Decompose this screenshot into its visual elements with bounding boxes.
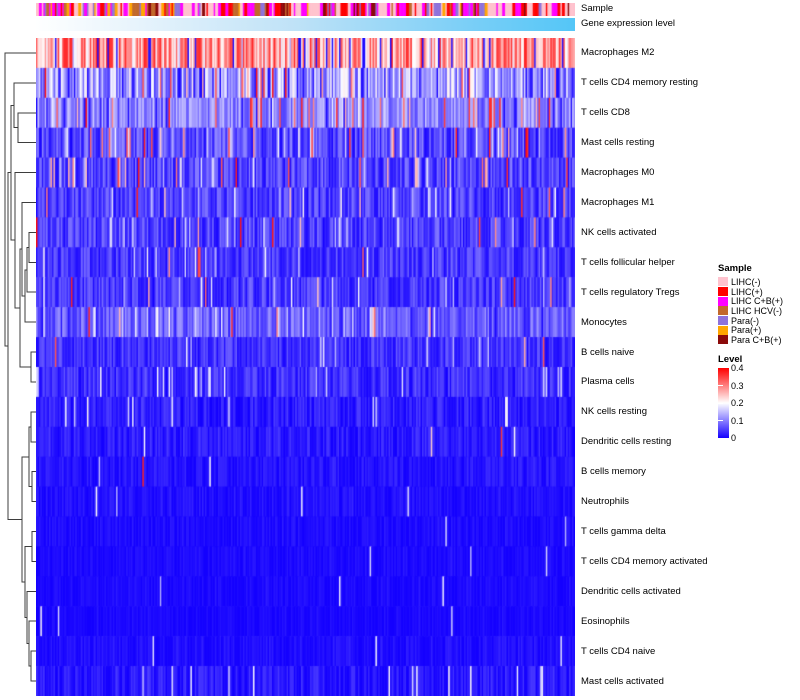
row-label: Macrophages M1 — [581, 196, 655, 208]
row-label: Neutrophils — [581, 496, 630, 508]
level-tick-label: 0 — [731, 433, 737, 444]
legend-entry-label: LIHC(-) — [731, 276, 761, 287]
legend-swatch — [718, 306, 728, 316]
level-tick-label: 0.4 — [731, 363, 744, 374]
row-label: T cells gamma delta — [581, 525, 666, 537]
legend-swatch — [718, 287, 728, 297]
row-label: T cells CD8 — [581, 107, 630, 119]
level-tick-label: 0.3 — [731, 380, 744, 391]
legend-sample-title: Sample — [718, 263, 752, 274]
row-label: Mast cells resting — [581, 137, 655, 149]
legend-sample-entry: LIHC C+B(+) — [718, 296, 800, 306]
row-label: B cells naive — [581, 346, 635, 358]
legend-entry-label: Para C+B(+) — [731, 334, 782, 345]
heatmap-canvas — [36, 38, 575, 696]
legend-sample-entries: LIHC(-) LIHC(+) LIHC C+B(+) LIHC HCV(-) Para… — [718, 277, 800, 345]
legend: Sample LIHC(-) LIHC(+) LIHC C+B(+) LIHC HCV… — [718, 263, 800, 444]
legend-swatch — [718, 277, 728, 287]
legend-sample-entry: Para C+B(+) — [718, 335, 800, 345]
legend-level-block: Level 0.4 0.3 0.2 0.1 0 — [718, 353, 800, 444]
row-dendrogram — [4, 52, 36, 682]
legend-swatch — [718, 296, 728, 306]
row-label: T cells CD4 memory activated — [581, 555, 708, 567]
row-label: Plasma cells — [581, 376, 635, 388]
row-label: Dendritic cells activated — [581, 585, 681, 597]
legend-entry-label: LIHC(+) — [731, 286, 763, 297]
level-tickmark — [718, 385, 723, 387]
row-label: T cells CD4 naive — [581, 645, 656, 657]
legend-entry-label: LIHC C+B(+) — [731, 296, 784, 307]
row-label: Macrophages M2 — [581, 47, 655, 59]
row-label: T cells CD4 memory resting — [581, 77, 699, 89]
row-label: Eosinophils — [581, 615, 630, 627]
legend-entry-label: Para(-) — [731, 315, 760, 326]
legend-sample-entry: Para(+) — [718, 325, 800, 335]
legend-entry-label: Para(+) — [731, 325, 762, 336]
level-tickmark — [718, 402, 723, 404]
row-label: Macrophages M0 — [581, 167, 655, 179]
legend-swatch — [718, 316, 728, 326]
legend-sample-entry: LIHC HCV(-) — [718, 306, 800, 316]
row-label: Dendritic cells resting — [581, 436, 672, 448]
row-label: Monocytes — [581, 316, 627, 328]
sample-annotation-label: Sample — [581, 3, 614, 14]
legend-sample-entry: LIHC(+) — [718, 287, 800, 297]
level-tickmark — [718, 420, 723, 422]
sample-annotation-bar — [36, 3, 575, 16]
gene-expression-gradient-bar — [36, 17, 575, 31]
level-tick-label: 0.1 — [731, 415, 744, 426]
legend-swatch — [718, 335, 728, 345]
legend-sample-entry: LIHC(-) — [718, 277, 800, 287]
row-label: B cells memory — [581, 466, 646, 478]
row-label: NK cells activated — [581, 226, 657, 238]
gene-expression-label: Gene expression level — [581, 18, 675, 29]
legend-entry-label: LIHC HCV(-) — [731, 305, 782, 316]
level-tick-label: 0.2 — [731, 398, 744, 409]
row-label: T cells regulatory Tregs — [581, 286, 680, 298]
row-label: T cells follicular helper — [581, 256, 675, 268]
level-colorbar — [718, 367, 729, 438]
level-colorbar-wrap: 0.4 0.3 0.2 0.1 0 — [718, 364, 800, 444]
legend-level-title: Level — [718, 353, 743, 365]
legend-swatch — [718, 325, 728, 335]
row-label: NK cells resting — [581, 406, 647, 418]
legend-sample-entry: Para(-) — [718, 316, 800, 326]
row-label: Mast cells activated — [581, 675, 664, 687]
